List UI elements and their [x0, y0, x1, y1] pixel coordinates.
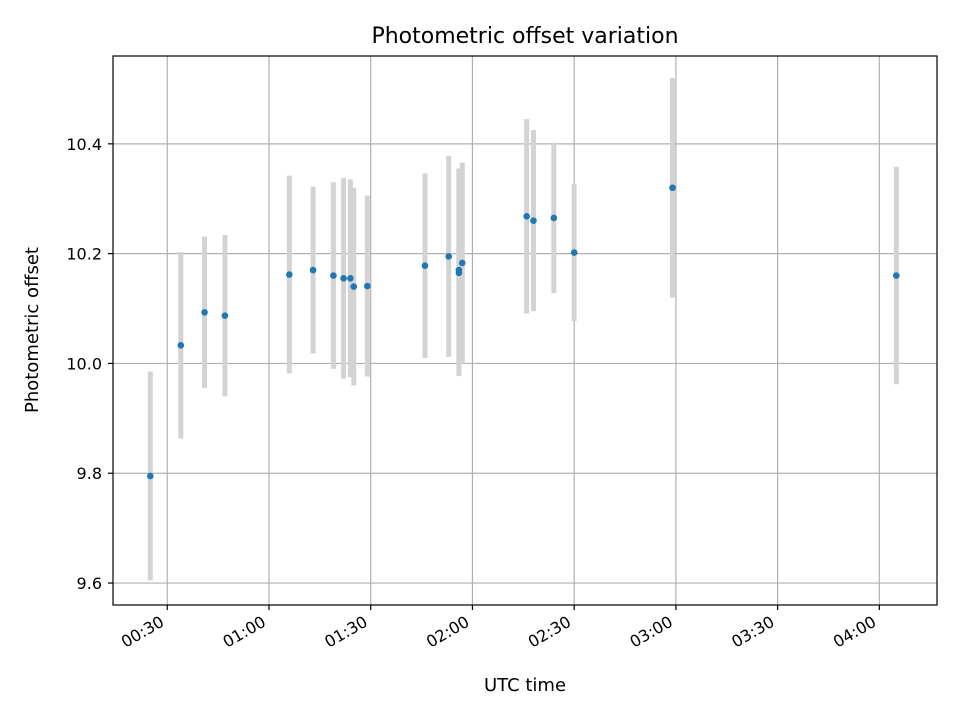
chart-title: Photometric offset variation: [371, 24, 678, 49]
data-point: [523, 213, 530, 220]
data-point: [330, 272, 337, 279]
data-point: [421, 262, 429, 270]
y-axis: 9.6 9.8 10.0 10.2 10.4: [66, 135, 113, 593]
data-point: [570, 249, 578, 256]
data-point: [147, 472, 154, 480]
data-point: [286, 271, 293, 278]
data-point: [530, 217, 537, 224]
data-point: [340, 275, 347, 282]
y-tick-label: 10.0: [66, 354, 102, 373]
y-tick-label: 9.8: [77, 464, 102, 483]
y-tick-label: 9.6: [77, 574, 102, 593]
plot-frame: [112, 55, 938, 606]
y-tick-label: 10.2: [66, 245, 102, 264]
data-point: [893, 272, 900, 279]
data-point: [221, 312, 229, 319]
point-layer: [147, 184, 900, 480]
data-point: [458, 259, 466, 267]
data-point: [347, 275, 354, 282]
data-point: [177, 342, 185, 349]
data-point: [201, 309, 208, 316]
data-point: [669, 184, 676, 192]
data-point: [455, 269, 463, 277]
x-axis-label: UTC time: [484, 675, 566, 696]
data-point: [309, 266, 317, 274]
y-tick-label: 10.4: [66, 135, 102, 154]
data-point: [550, 214, 558, 222]
data-point: [445, 253, 453, 260]
y-axis-label: Photometric offset: [22, 247, 43, 413]
data-point: [350, 283, 358, 290]
data-point: [364, 282, 371, 290]
